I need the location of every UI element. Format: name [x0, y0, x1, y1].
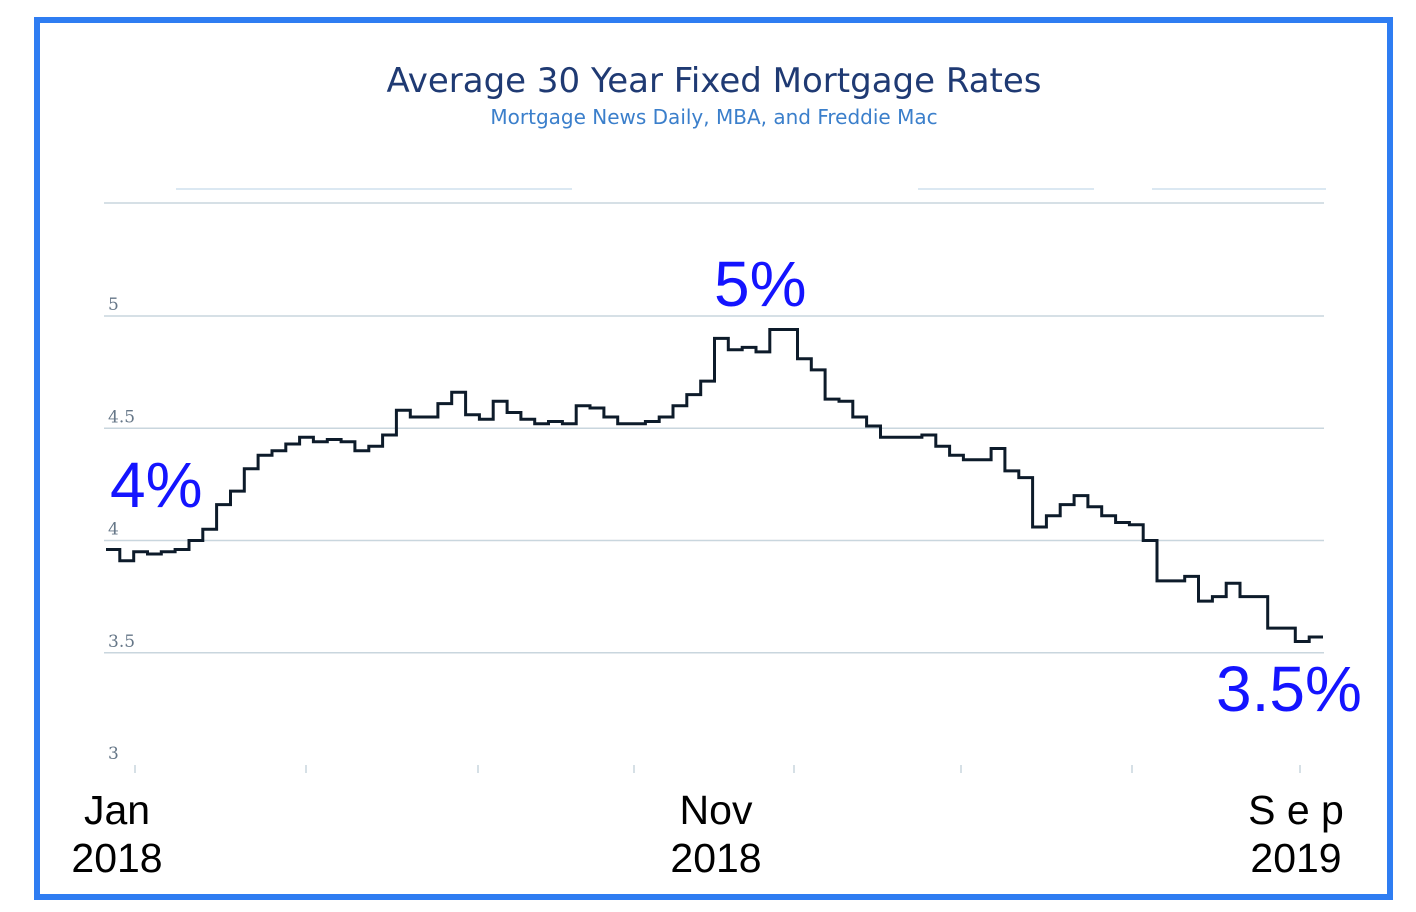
x-label-sep: S e p — [1248, 787, 1344, 833]
annotations: 4% 5% 3.5% — [110, 248, 1362, 725]
y-tick-label: 4.5 — [108, 407, 135, 427]
x-axis-ticks — [134, 765, 1301, 773]
x-label-jan-year: 2018 — [71, 835, 162, 881]
y-tick-label: 4 — [108, 520, 119, 540]
x-label-nov: Nov — [680, 787, 753, 833]
annotation-end-rate: 3.5% — [1216, 653, 1362, 725]
series-line-mortgage-rate — [106, 328, 1323, 643]
x-axis-labels: Jan 2018 Nov 2018 S e p 2019 — [71, 787, 1343, 881]
x-label-jan: Jan — [84, 787, 150, 833]
y-tick-label: 3 — [108, 744, 119, 764]
x-label-sep-year: 2019 — [1250, 835, 1341, 881]
y-tick-label: 5 — [108, 295, 119, 315]
annotation-peak-rate: 5% — [714, 248, 807, 320]
chart-title: Average 30 Year Fixed Mortgage Rates — [386, 61, 1041, 101]
chart-subtitle: Mortgage News Daily, MBA, and Freddie Ma… — [490, 105, 937, 129]
chart-frame — [34, 17, 1393, 900]
x-label-nov-year: 2018 — [670, 835, 761, 881]
y-tick-label: 3.5 — [108, 632, 135, 652]
y-axis-ticks: 3 3.5 4 4.5 5 — [108, 295, 135, 764]
annotation-start-rate: 4% — [110, 449, 203, 521]
y-grid — [104, 315, 1324, 654]
